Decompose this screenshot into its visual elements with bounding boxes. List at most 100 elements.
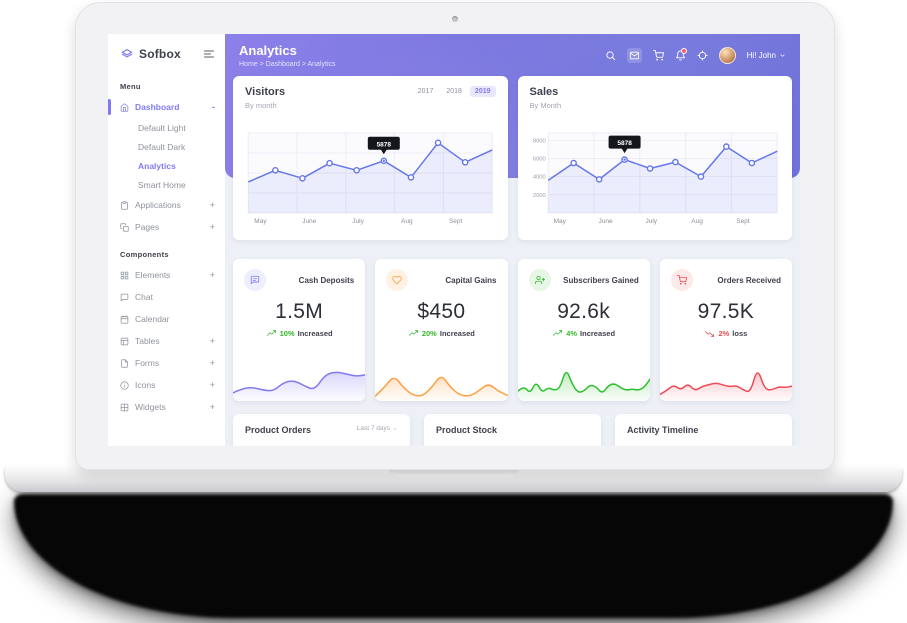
top-navbar: Analytics Home > Dashboard > Analytics bbox=[225, 34, 800, 68]
grid-icon bbox=[120, 271, 129, 279]
bell-icon bbox=[675, 50, 685, 61]
laptop-base bbox=[5, 466, 902, 492]
stat-change-percent: 20% bbox=[421, 329, 437, 338]
app-window: Sofbox Menu Dashboard - Default Light De… bbox=[108, 34, 800, 446]
expand-toggle: + bbox=[209, 335, 215, 346]
stat-label: Orders Received bbox=[717, 275, 781, 285]
trend-up-icon bbox=[553, 330, 563, 336]
info-circle-icon bbox=[120, 380, 129, 390]
sidebar-section-components: Components bbox=[120, 250, 169, 259]
sidebar-item-widgets[interactable]: Widgets + bbox=[108, 396, 225, 418]
sofbox-logo-icon bbox=[121, 49, 133, 58]
laptop-shadow bbox=[14, 494, 893, 618]
chevron-down-icon bbox=[393, 427, 397, 430]
table-icon bbox=[120, 337, 129, 345]
mail-icon[interactable] bbox=[626, 48, 642, 63]
stat-change: 4% Increased bbox=[529, 329, 639, 338]
svg-text:Aug: Aug bbox=[401, 218, 413, 225]
hamburger-menu-icon[interactable] bbox=[203, 48, 215, 60]
notification-badge bbox=[680, 48, 687, 54]
cart-icon[interactable] bbox=[652, 50, 664, 61]
sidebar-item-label: Widgets bbox=[135, 402, 166, 412]
stat-card-cash-deposits: Cash Deposits 1.5M 10% Increased bbox=[233, 259, 366, 401]
product-stock-card: Product Stock bbox=[424, 414, 601, 446]
sales-card: Sales By Month 2000 4000 6000 8000 5878 May Ju… bbox=[517, 76, 792, 240]
expand-toggle: + bbox=[209, 199, 215, 210]
home-icon bbox=[120, 102, 129, 112]
stat-change-note: Increased bbox=[439, 329, 475, 338]
sidebar-item-dashboard[interactable]: Dashboard - bbox=[108, 96, 225, 118]
stat-card-subscribers: Subscribers Gained 92.6k 4% Increased bbox=[517, 259, 650, 401]
sales-line-chart[interactable]: 2000 4000 6000 8000 5878 May June July Aug Sept bbox=[530, 114, 781, 226]
card-subtitle: By month bbox=[245, 101, 277, 110]
sidebar-section-menu: Menu bbox=[120, 82, 141, 91]
sidebar-item-forms[interactable]: Forms + bbox=[108, 352, 225, 374]
date-range-value: Last 7 days bbox=[356, 425, 390, 432]
date-range-dropdown[interactable]: Last 7 days bbox=[357, 425, 398, 432]
sidebar-item-label: Elements bbox=[135, 270, 171, 280]
sidebar: Sofbox Menu Dashboard - Default Light De… bbox=[108, 34, 225, 446]
sidebar-item-chat[interactable]: Chat bbox=[108, 286, 225, 308]
notifications-button[interactable] bbox=[675, 48, 687, 61]
capital-gains-sparkline bbox=[375, 357, 508, 401]
stat-label: Subscribers Gained bbox=[563, 275, 639, 285]
laptop-lid-notch bbox=[387, 466, 520, 477]
sidebar-item-label: Tables bbox=[135, 336, 160, 346]
svg-text:2000: 2000 bbox=[532, 193, 545, 199]
sidebar-item-elements[interactable]: Elements + bbox=[108, 264, 225, 286]
laptop-screen-frame: Sofbox Menu Dashboard - Default Light De… bbox=[75, 2, 835, 470]
main-area: Analytics Home > Dashboard > Analytics bbox=[225, 34, 800, 446]
year-button-2018[interactable]: 2018 bbox=[446, 88, 462, 95]
stat-value: 1.5M bbox=[275, 300, 324, 323]
card-title: Activity Timeline bbox=[627, 425, 699, 435]
svg-text:June: June bbox=[302, 218, 316, 225]
stat-label: Capital Gains bbox=[445, 275, 497, 285]
sidebar-item-applications[interactable]: Applications + bbox=[108, 194, 225, 216]
year-button-2017[interactable]: 2017 bbox=[417, 88, 434, 95]
visitors-line-chart[interactable]: 5878 May June July Aug Sept bbox=[245, 114, 496, 226]
sidebar-item-tables[interactable]: Tables + bbox=[108, 330, 225, 352]
bottom-row: Product Orders Last 7 days Product Stock… bbox=[233, 414, 792, 446]
sidebar-subitem-smart-home[interactable]: Smart Home bbox=[138, 179, 186, 190]
sidebar-item-calendar[interactable]: Calendar bbox=[108, 308, 225, 330]
stats-row: Cash Deposits 1.5M 10% Increased bbox=[233, 259, 792, 401]
user-menu[interactable]: Hi! John bbox=[747, 51, 786, 60]
expand-toggle: + bbox=[209, 357, 215, 368]
year-button-2019[interactable]: 2019 bbox=[469, 86, 496, 97]
stat-label: Cash Deposits bbox=[298, 275, 355, 285]
sidebar-subitem-default-dark[interactable]: Default Dark bbox=[138, 141, 186, 152]
sidebar-item-label: Chat bbox=[135, 292, 153, 302]
card-title: Sales bbox=[529, 86, 559, 98]
stat-change-percent: 4% bbox=[566, 329, 578, 338]
stat-change-percent: 2% bbox=[718, 329, 730, 338]
sidebar-subitem-default-light[interactable]: Default Light bbox=[138, 122, 186, 133]
collapse-toggle: - bbox=[212, 101, 215, 112]
page-title: Analytics bbox=[239, 43, 297, 58]
sidebar-item-icons[interactable]: Icons + bbox=[108, 374, 225, 396]
expand-toggle: + bbox=[209, 221, 215, 232]
search-icon[interactable] bbox=[605, 50, 616, 61]
avatar[interactable] bbox=[718, 47, 736, 64]
sidebar-item-label: Icons bbox=[135, 380, 156, 390]
stat-value: 92.6k bbox=[557, 300, 611, 323]
sidebar-subitem-analytics[interactable]: Analytics bbox=[138, 160, 176, 171]
sidebar-item-pages[interactable]: Pages + bbox=[108, 216, 225, 238]
visitors-card: Visitors By month 2017 2018 2019 5878 May… bbox=[233, 76, 508, 240]
brand-logo[interactable]: Sofbox bbox=[108, 34, 225, 70]
svg-text:July: July bbox=[352, 218, 364, 225]
stat-change: 20% Increased bbox=[386, 329, 496, 338]
stat-change: 2% loss bbox=[671, 329, 781, 338]
locate-icon[interactable] bbox=[697, 50, 708, 61]
stat-change-note: Increased bbox=[580, 329, 616, 338]
breadcrumb[interactable]: Home > Dashboard > Analytics bbox=[239, 61, 336, 68]
calendar-icon bbox=[120, 314, 129, 324]
sidebar-item-label: Applications bbox=[135, 200, 181, 210]
trend-up-icon bbox=[266, 330, 276, 336]
user-greeting: Hi! John bbox=[746, 51, 776, 60]
clipboard-icon bbox=[121, 200, 128, 210]
expand-toggle: + bbox=[209, 401, 215, 412]
sidebar-item-label: Calendar bbox=[135, 314, 170, 324]
brand-name: Sofbox bbox=[139, 47, 181, 61]
activity-timeline-card: Activity Timeline bbox=[615, 414, 792, 446]
